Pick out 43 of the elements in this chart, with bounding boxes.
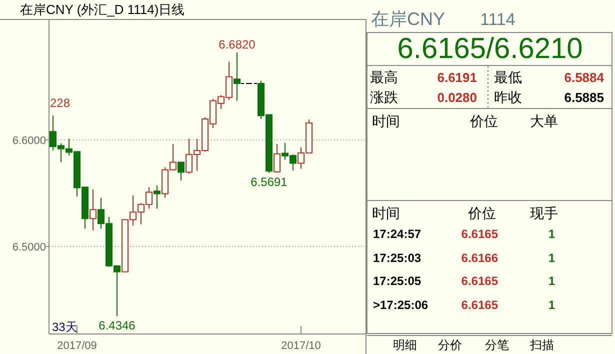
annotation: 228 (50, 96, 70, 110)
text: 最低 (494, 69, 522, 85)
text: 时间 (372, 113, 400, 129)
text: 价位 (469, 113, 498, 129)
text: 6.6165/6.6210 (397, 33, 583, 65)
text: 1 (548, 227, 556, 241)
x-tick-label: 2017/10 (281, 340, 321, 352)
text: 1 (548, 298, 556, 312)
text: 17:25:03 (373, 251, 422, 265)
y-tick-label: 6.6000 (12, 134, 46, 147)
text: 明细 (393, 338, 417, 352)
y-tick-label: 6.5000 (12, 242, 46, 254)
text: 6.5885 (564, 90, 604, 105)
text: 大单 (530, 113, 558, 129)
text: 6.6165 (461, 274, 498, 288)
annotation: 6.4346 (98, 318, 136, 332)
text: 0.0280 (437, 90, 477, 105)
text: 1114 (480, 10, 516, 29)
text: 在岸CNY (371, 9, 446, 29)
annotation: 6.5691 (250, 174, 288, 189)
text: 6.5884 (564, 70, 605, 85)
text: 分笔 (485, 338, 509, 352)
text: 1 (548, 251, 556, 265)
text: 17:24:57 (373, 227, 422, 241)
text: 现手 (530, 205, 558, 221)
text: 扫描 (529, 338, 554, 352)
text: 价位 (467, 205, 496, 221)
text: 6.6166 (461, 251, 498, 265)
annotation: 6.6820 (218, 37, 256, 52)
text: 时间 (372, 205, 400, 221)
text: >17:25:06 (373, 298, 428, 312)
text: 17:25:05 (373, 274, 422, 288)
text: 最高 (370, 69, 398, 85)
text: 涨跌 (370, 89, 398, 105)
annotation: 33天 (52, 320, 78, 334)
text: 昨收 (494, 89, 522, 105)
text: 分价 (438, 338, 462, 352)
text: 6.6165 (461, 227, 498, 241)
text: 6.6191 (437, 70, 477, 85)
chart-title: 在岸CNY (外汇_D 1114)日线 (20, 2, 185, 17)
text: 6.6165 (461, 298, 498, 312)
text: 1 (548, 274, 556, 288)
x-tick-label: 2017/09 (57, 340, 97, 352)
